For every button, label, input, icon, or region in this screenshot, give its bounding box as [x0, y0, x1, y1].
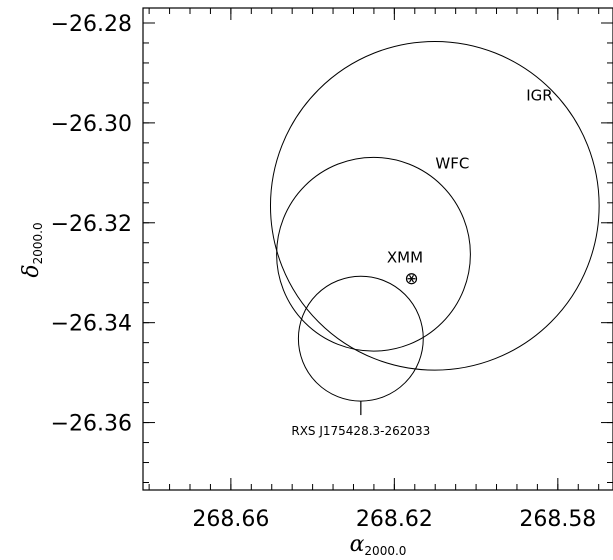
- y-axis-label: δ2000.0: [19, 222, 45, 277]
- rosat-error-circle: [297, 275, 424, 402]
- x-tick-label: 268.58: [519, 507, 596, 532]
- annotation-wfc: WFC: [435, 154, 469, 172]
- y-axis-subscript: 2000.0: [31, 222, 45, 264]
- y-tick-label: −26.28: [51, 12, 132, 37]
- x-axis-label: α2000.0: [350, 532, 407, 558]
- x-axis-subscript: 2000.0: [364, 544, 406, 558]
- y-tick-label: −26.30: [51, 112, 132, 137]
- y-axis-symbol: δ: [19, 264, 44, 277]
- xmm-asterisk-stroke: [408, 274, 415, 283]
- y-tick-label: −26.34: [51, 312, 132, 337]
- x-tick-label: 268.66: [192, 507, 269, 532]
- annotations: IGR WFC XMM RXS J175428.3-262033: [291, 86, 552, 438]
- xmm-position-circle: [405, 273, 418, 285]
- point-markers: [360, 273, 418, 416]
- x-axis-symbol: α: [350, 532, 365, 557]
- axis-ticks: 268.66 268.62 268.58 −26.28 −26.30 −26.32 −26.…: [51, 8, 613, 532]
- x-tick-label: 268.62: [356, 507, 433, 532]
- y-tick-label: −26.36: [51, 412, 132, 437]
- wfc-error-circle: [276, 156, 471, 352]
- plot-frame: [142, 7, 613, 491]
- annotation-xmm: XMM: [387, 249, 423, 267]
- annotation-rxs: RXS J175428.3-262033: [291, 424, 430, 438]
- annotation-igr: IGR: [526, 86, 552, 104]
- y-tick-label: −26.32: [51, 212, 132, 237]
- igr-error-circle: [269, 40, 600, 371]
